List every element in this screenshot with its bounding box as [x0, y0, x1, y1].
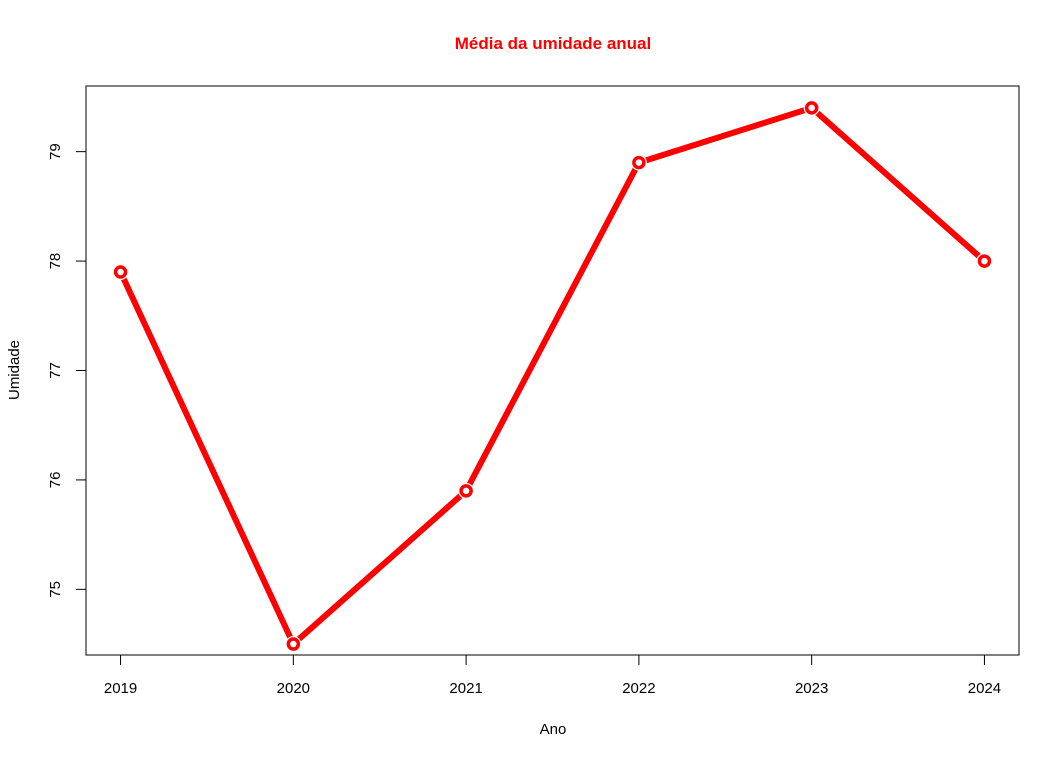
- series-line: [117, 104, 987, 648]
- y-tick-label: 76: [47, 472, 64, 489]
- chart-title: Média da umidade anual: [455, 34, 652, 53]
- y-axis: 75 76 77 78 79: [47, 143, 87, 598]
- y-tick-label: 79: [47, 143, 64, 160]
- y-axis-label: Umidade: [6, 340, 23, 400]
- x-tick-label: 2020: [277, 680, 310, 697]
- y-tick-label: 77: [47, 362, 64, 379]
- x-tick-label: 2024: [968, 680, 1001, 697]
- x-tick-label: 2021: [449, 680, 482, 697]
- x-tick-label: 2019: [104, 680, 137, 697]
- data-point: [286, 637, 301, 651]
- y-tick-label: 75: [47, 581, 64, 598]
- data-point: [459, 484, 473, 498]
- data-point: [977, 254, 992, 268]
- data-points-group: [112, 99, 993, 653]
- data-point: [113, 265, 128, 279]
- data-point: [632, 155, 646, 170]
- series-line-group: [117, 104, 987, 648]
- x-tick-label: 2023: [795, 680, 828, 697]
- y-tick-label: 78: [47, 253, 64, 270]
- x-axis-label: Ano: [540, 721, 567, 738]
- x-tick-label: 2022: [622, 680, 655, 697]
- x-axis: 2019 2020 2021 2022 2023 2024: [104, 654, 1001, 697]
- data-point: [804, 101, 819, 115]
